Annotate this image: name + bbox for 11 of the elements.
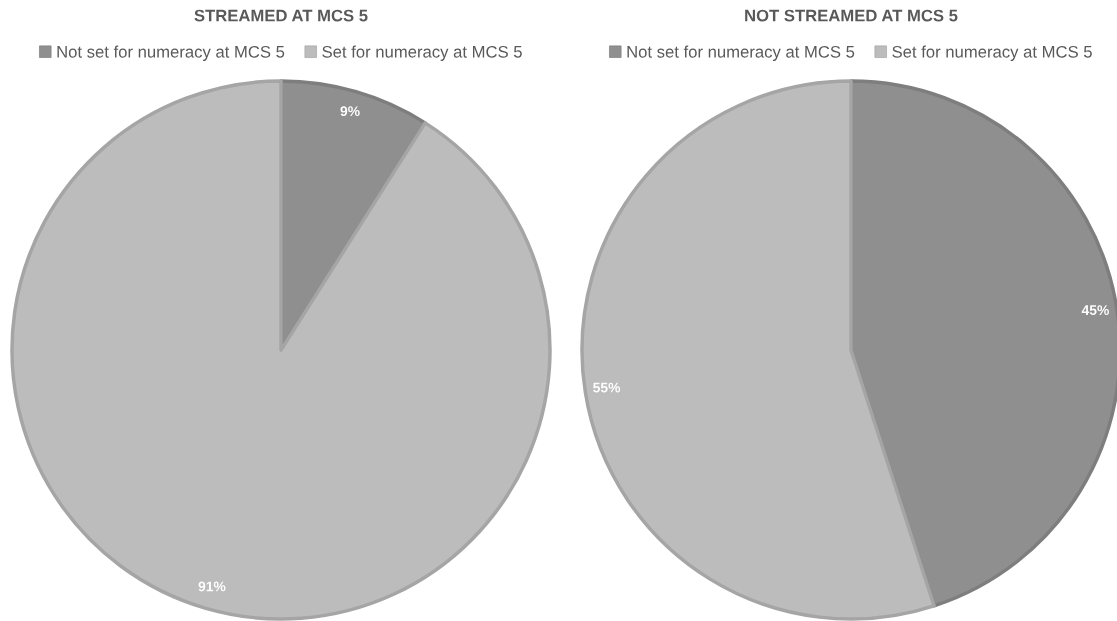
data-label: 55% xyxy=(593,382,621,393)
data-label: 91% xyxy=(198,581,226,592)
legend-label: Not set for numeracy at MCS 5 xyxy=(627,45,855,61)
data-label: 45% xyxy=(1081,305,1109,316)
legend-label: Set for numeracy at MCS 5 xyxy=(322,45,522,61)
legend-label: Set for numeracy at MCS 5 xyxy=(892,45,1092,61)
legend-label: Not set for numeracy at MCS 5 xyxy=(57,45,285,61)
chart-title: NOT STREAMED AT MCS 5 xyxy=(745,9,958,22)
data-label: 9% xyxy=(340,106,360,117)
chart-title: STREAMED AT MCS 5 xyxy=(194,9,368,22)
pie-slice xyxy=(10,79,552,621)
